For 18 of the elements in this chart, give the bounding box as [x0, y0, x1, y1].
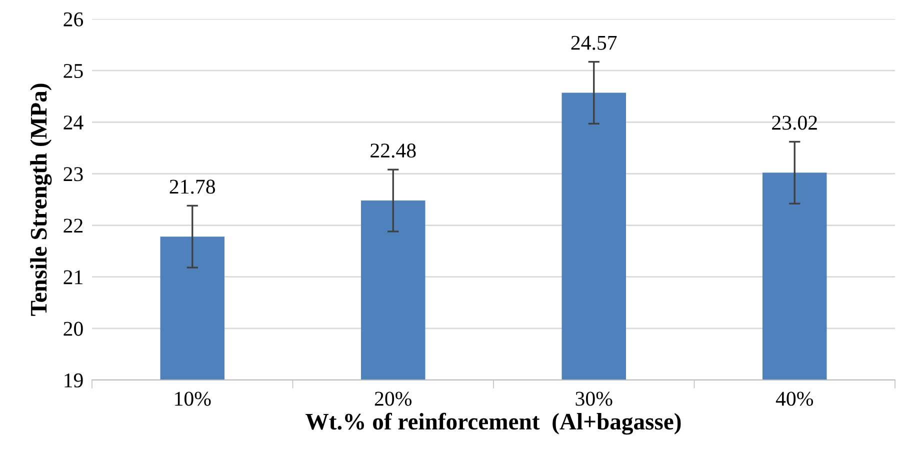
y-tick-label: 19 — [64, 373, 83, 388]
y-tick-label: 25 — [64, 64, 83, 78]
y-axis-title: Tensile Strength (MPa) — [30, 84, 52, 316]
y-tick-label: 21 — [64, 270, 82, 284]
x-axis-title: Wt.% of reinforcement (Al+bagasse) — [306, 412, 681, 435]
y-tick-label: 23 — [64, 167, 83, 182]
data-label: 21.78 — [170, 180, 216, 194]
y-tick-label: 26 — [64, 12, 84, 26]
x-tick-label: 20% — [374, 392, 412, 406]
x-tick-label: 40% — [776, 392, 814, 406]
y-tick-label: 24 — [64, 116, 84, 130]
y-tick-label: 20 — [64, 322, 83, 336]
y-tick-label: 22 — [64, 218, 83, 233]
x-tick-label: 30% — [576, 392, 612, 406]
data-label: 22.48 — [370, 144, 416, 158]
data-label: 24.57 — [571, 36, 617, 50]
data-label: 23.02 — [772, 116, 817, 130]
x-tick-label: 10% — [175, 392, 211, 406]
